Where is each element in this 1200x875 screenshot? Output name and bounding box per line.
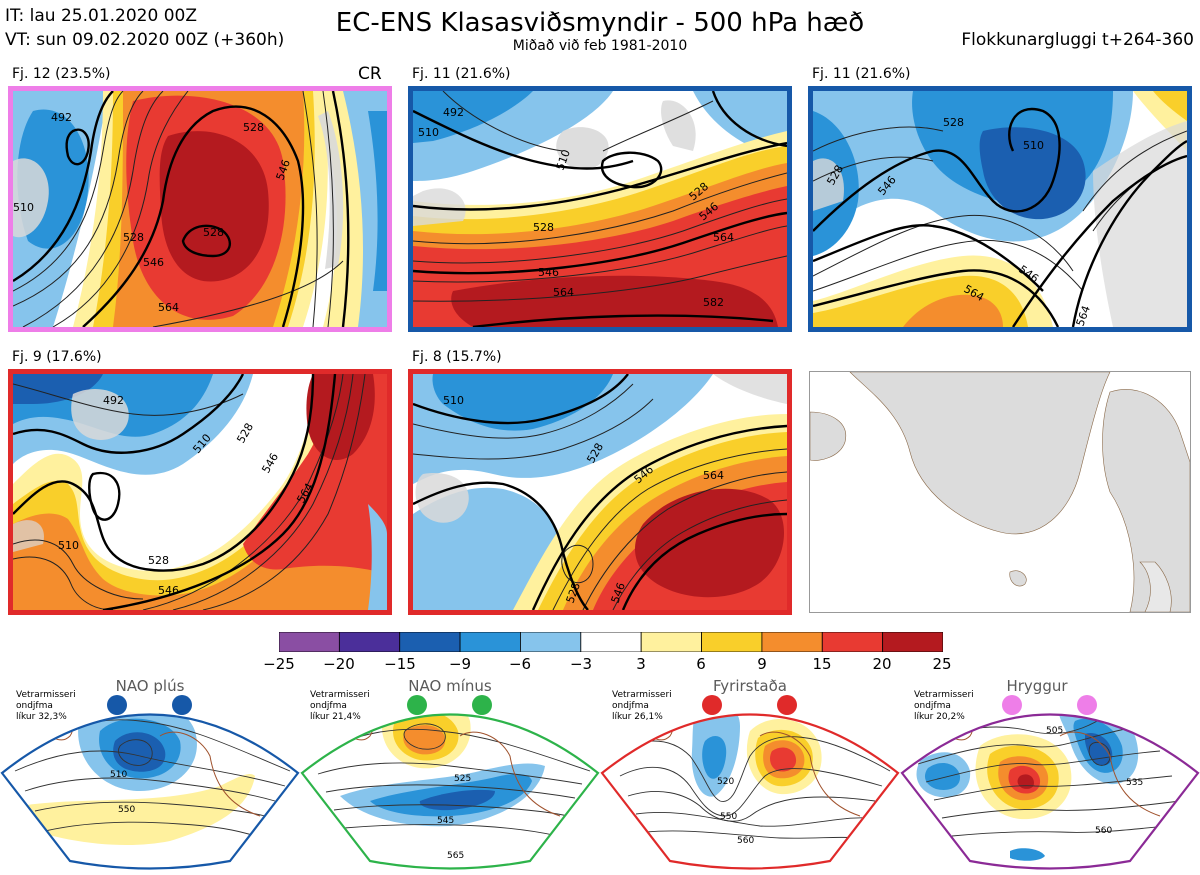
colorbar-cell [882, 632, 943, 652]
colorbar-tick-label: 3 [636, 655, 646, 673]
regime-title: Fyrirstaða [713, 677, 787, 695]
regime-note: Vetrarmisseri ondjfma líkur 32,3% [16, 690, 76, 722]
panel-3-contour-label: 528 [943, 116, 964, 129]
colorbar-tick-label: −20 [323, 655, 355, 673]
clustering-window: Flokkunargluggi t+264-360 [961, 30, 1194, 50]
cluster-map-2: 492 510 528 546 564 582 510 528 546 564 [408, 86, 792, 332]
colorbar-tick-label: 25 [932, 655, 952, 673]
colorbar-tick-label: −15 [384, 655, 416, 673]
colorbar-tick-label: −25 [263, 655, 295, 673]
page-title: EC-ENS Klasasviðsmyndir - 500 hPa hæð [335, 8, 865, 38]
panel-2-contour-label: 492 [443, 106, 464, 119]
panel-2-contour-label: 546 [538, 266, 559, 279]
panel-2-label: Fj. 11 (21.6%) [412, 66, 511, 82]
panel-5-contour-label: 510 [443, 394, 464, 407]
colorbar-tick-label: 15 [812, 655, 832, 673]
anomaly-colorbar [279, 632, 943, 652]
regime-contour-label: 550 [118, 805, 135, 815]
cluster-map-4: 492 510 528 546 510 528 546 564 [8, 369, 392, 615]
panel-1-contour-label: 564 [158, 301, 179, 314]
panel-3-contour-label: 510 [1023, 139, 1044, 152]
regime-nao-plus: 510 550 NAO plús Vetrarmisseri ondjfma lík… [0, 676, 300, 871]
regime-contour-label: 520 [717, 777, 734, 787]
regime-contour-label: 560 [1095, 826, 1112, 836]
panel-4-contour-label: 492 [103, 394, 124, 407]
panel-4-contour-label: 546 [158, 584, 179, 597]
regime-contour-label: 505 [1046, 726, 1063, 736]
panel-5-label: Fj. 8 (15.7%) [412, 349, 502, 365]
regime-contour-label: 545 [437, 816, 454, 826]
regime-contour-label: 560 [737, 836, 754, 846]
panel-1-label: Fj. 12 (23.5%) [12, 66, 111, 82]
panel-4-label: Fj. 9 (17.6%) [12, 349, 102, 365]
valid-time: VT: sun 09.02.2020 00Z (+360h) [5, 30, 285, 50]
panel-1-contour-label: 528 [203, 226, 224, 239]
colorbar-cell [821, 632, 884, 652]
panel-1-contour-label: 492 [51, 111, 72, 124]
panel-2-contour-label: 528 [533, 221, 554, 234]
regime-note: Vetrarmisseri ondjfma líkur 20,2% [914, 690, 974, 722]
empty-base-map [809, 371, 1191, 613]
panel-3-contour-label: 564 [1074, 304, 1093, 327]
colorbar-tick-label: 9 [757, 655, 767, 673]
colorbar-cell [279, 632, 340, 652]
initial-time: IT: lau 25.01.2020 00Z [5, 6, 197, 26]
panel-2-contour-label: 510 [418, 126, 439, 139]
panel-1-contour-label: 528 [123, 231, 144, 244]
panel-2-contour-label: 564 [713, 231, 734, 244]
panel-1-contour-label: 546 [143, 256, 164, 269]
regime-ridge: 505 535 560 Hryggur Vetrarmisseri ondjfma… [900, 676, 1200, 871]
colorbar-cell [520, 632, 582, 652]
panel-5-contour-label: 564 [703, 469, 724, 482]
cluster-map-1: 492 510 528 546 564 528 528 546 [8, 86, 392, 332]
regime-title: NAO mínus [408, 677, 492, 695]
regime-blocking: 520 550 560 Fyrirstaða Vetrarmisseri ondj… [600, 676, 900, 871]
colorbar-cell [761, 632, 823, 652]
regime-note: Vetrarmisseri ondjfma líkur 26,1% [612, 690, 672, 722]
panel-2-contour-label: 564 [553, 286, 574, 299]
regime-nao-minus: 525 545 565 NAO mínus Vetrarmisseri ondjf… [300, 676, 600, 871]
regime-contour-label: 525 [454, 774, 471, 784]
colorbar-cell [338, 632, 401, 652]
panel-2-contour-label: 582 [703, 296, 724, 309]
regime-title: NAO plús [115, 677, 185, 695]
colorbar-cell [459, 632, 521, 652]
colorbar-tick-label: −9 [448, 655, 472, 673]
panel-1-contour-label: 510 [13, 201, 34, 214]
regime-title: Hryggur [1006, 677, 1068, 695]
regime-contour-label: 565 [447, 851, 464, 861]
colorbar-tick-label: 6 [696, 655, 706, 673]
colorbar-tick-label: −6 [508, 655, 532, 673]
colorbar-cell [399, 632, 461, 652]
regime-contour-label: 510 [110, 770, 127, 780]
regime-contour-label: 535 [1126, 778, 1143, 788]
colorbar-tick-label: −3 [569, 655, 593, 673]
panel-4-contour-label: 528 [148, 554, 169, 567]
colorbar-tick-label: 20 [872, 655, 892, 673]
colorbar-cell [640, 632, 702, 652]
panel-4-contour-label: 510 [58, 539, 79, 552]
colorbar-cell [701, 632, 763, 652]
cluster-map-5: 510 528 546 564 528 546 [408, 369, 792, 615]
regime-note: Vetrarmisseri ondjfma líkur 21,4% [310, 690, 370, 722]
colorbar-cell [580, 632, 642, 652]
panel-1-contour-label: 528 [243, 121, 264, 134]
panel-1-tag: CR [358, 64, 382, 84]
cluster-map-3: 528 510 528 546 564 546 564 [808, 86, 1192, 332]
page-subtitle: Miðað við feb 1981-2010 [512, 38, 688, 54]
panel-3-label: Fj. 11 (21.6%) [812, 66, 911, 82]
regime-contour-label: 550 [720, 812, 737, 822]
